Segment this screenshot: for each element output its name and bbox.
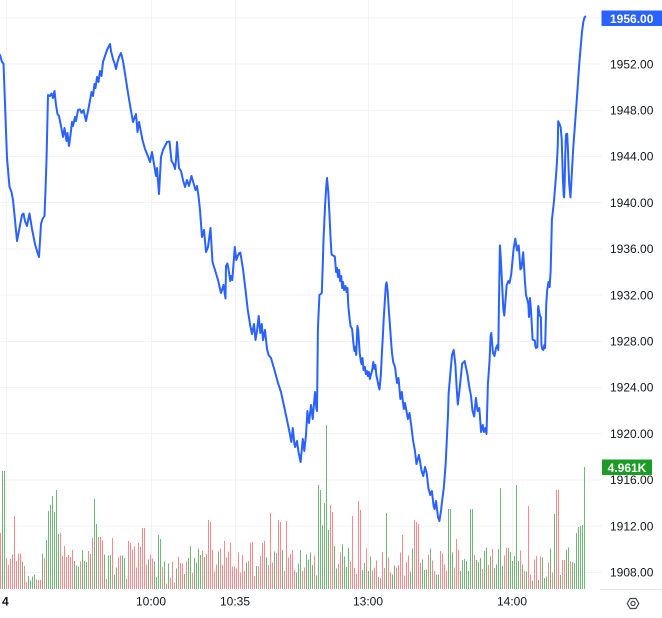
svg-text:1908.00: 1908.00 xyxy=(610,566,654,580)
svg-text:10:00: 10:00 xyxy=(136,595,166,609)
svg-text:1944.00: 1944.00 xyxy=(610,150,654,164)
svg-text:1952.00: 1952.00 xyxy=(610,57,654,71)
svg-text:1940.00: 1940.00 xyxy=(610,196,654,210)
svg-text:14:00: 14:00 xyxy=(497,595,527,609)
svg-text:1916.00: 1916.00 xyxy=(610,473,654,487)
svg-text:1928.00: 1928.00 xyxy=(610,335,654,349)
svg-text:1932.00: 1932.00 xyxy=(610,288,654,302)
svg-text:13:00: 13:00 xyxy=(353,595,383,609)
svg-text:4.961K: 4.961K xyxy=(608,461,647,475)
svg-text:1956.00: 1956.00 xyxy=(610,12,654,26)
svg-text:1936.00: 1936.00 xyxy=(610,242,654,256)
svg-text:1948.00: 1948.00 xyxy=(610,104,654,118)
svg-text:1924.00: 1924.00 xyxy=(610,381,654,395)
svg-text:1920.00: 1920.00 xyxy=(610,427,654,441)
svg-text:10:35: 10:35 xyxy=(220,595,250,609)
svg-text:1912.00: 1912.00 xyxy=(610,519,654,533)
svg-text:4: 4 xyxy=(2,595,9,609)
